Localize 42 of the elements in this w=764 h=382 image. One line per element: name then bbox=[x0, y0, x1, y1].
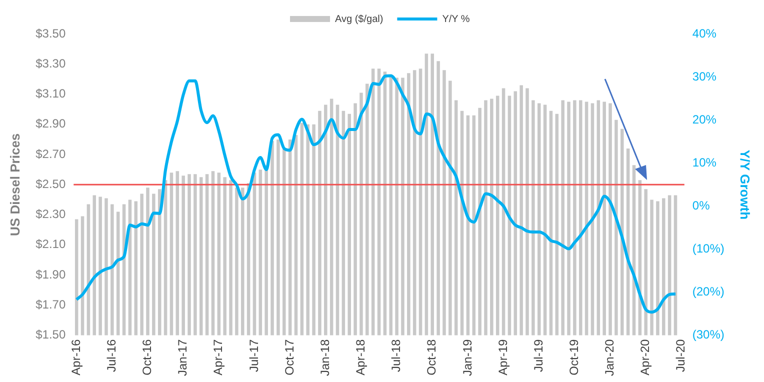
line-series bbox=[75, 74, 677, 314]
y2-tick-label: (20%) bbox=[692, 284, 724, 299]
x-tick-label: Oct-17 bbox=[282, 338, 296, 376]
x-tick-label: Oct-19 bbox=[567, 338, 582, 376]
x-tick-label: Oct-16 bbox=[140, 338, 154, 376]
y-tick-label: $3.10 bbox=[36, 86, 66, 101]
y2-tick-label: (30%) bbox=[692, 328, 724, 342]
y-tick-label: $2.90 bbox=[36, 116, 66, 131]
x-tick-label: Apr-17 bbox=[211, 338, 226, 376]
y-tick-label: $2.30 bbox=[36, 207, 66, 222]
y2-tick-label: 10% bbox=[692, 155, 717, 170]
y2-tick-label: 30% bbox=[692, 69, 717, 84]
y2-tick-label: (10%) bbox=[692, 242, 724, 256]
y-tick-label: $3.30 bbox=[36, 56, 66, 70]
x-tick-label: Apr-16 bbox=[68, 338, 83, 376]
x-tick-label: Jan-19 bbox=[460, 338, 474, 376]
legend-label: Y/Y % bbox=[442, 14, 470, 25]
y-tick-label: $3.50 bbox=[36, 26, 66, 40]
y-tick-label: $1.70 bbox=[36, 297, 66, 312]
x-tick-label: Apr-20 bbox=[638, 338, 652, 376]
x-tick-label: Jul-17 bbox=[246, 338, 261, 372]
x-tick-label: Jul-20 bbox=[674, 338, 688, 372]
x-tick-label: Jan-18 bbox=[318, 338, 332, 376]
x-tick-label: Apr-18 bbox=[354, 338, 368, 376]
y2-tick-label: 20% bbox=[692, 112, 717, 126]
y-tick-label: $1.50 bbox=[36, 328, 66, 342]
y2-tick-label: 40% bbox=[692, 26, 717, 40]
x-tick-label: Oct-18 bbox=[424, 338, 439, 376]
y-tick-label: $2.50 bbox=[36, 176, 66, 191]
x-tick-label: Apr-19 bbox=[496, 338, 510, 376]
y-tick-label: $2.70 bbox=[36, 146, 66, 161]
x-tick-label: Jul-19 bbox=[531, 338, 546, 372]
y2-axis-title: Y/Y Growth bbox=[738, 150, 753, 220]
y2-tick-label: 0% bbox=[692, 198, 710, 212]
x-tick-label: Jan-17 bbox=[176, 338, 190, 376]
x-tick-label: Jul-16 bbox=[104, 338, 118, 372]
legend-label: Avg ($/gal) bbox=[335, 14, 384, 25]
y-tick-label: $2.10 bbox=[36, 237, 66, 252]
y-axis-title: US Diesel Prices bbox=[7, 133, 22, 236]
y-tick-label: $1.90 bbox=[36, 267, 66, 282]
x-tick-label: Jul-18 bbox=[389, 338, 404, 372]
x-tick-label: Jan-20 bbox=[602, 338, 617, 376]
